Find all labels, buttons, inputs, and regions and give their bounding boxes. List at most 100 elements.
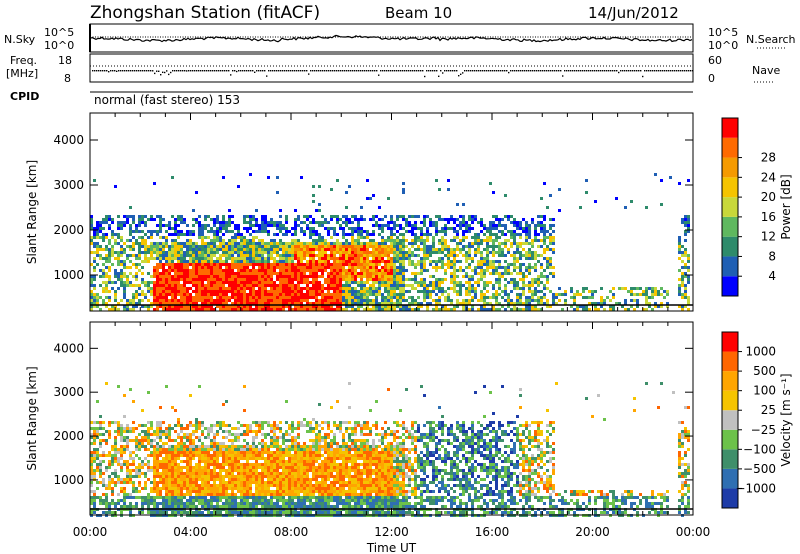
power-cell (111, 218, 114, 221)
power-cell (387, 308, 390, 311)
power-cell (549, 266, 552, 269)
power-cell (312, 233, 315, 236)
velocity-cell (105, 469, 108, 472)
power-cell (159, 263, 162, 266)
power-cell (426, 269, 429, 272)
power-cell (504, 194, 507, 197)
power-cell (378, 248, 381, 251)
power-cell (255, 275, 258, 278)
power-cell (234, 263, 237, 266)
power-cell (471, 215, 474, 218)
freq-point (614, 70, 616, 72)
power-cell (141, 278, 144, 281)
power-cell (447, 308, 450, 311)
power-cell (303, 287, 306, 290)
power-cell (510, 230, 513, 233)
power-cell (225, 269, 228, 272)
power-cell (447, 254, 450, 257)
power-cell (414, 275, 417, 278)
power-cell (522, 281, 525, 284)
power-cell (231, 287, 234, 290)
power-cell (198, 272, 201, 275)
freq-point (104, 70, 106, 72)
velocity-cell (180, 439, 183, 442)
power-cell (177, 248, 180, 251)
power-cell (300, 269, 303, 272)
power-cell (495, 299, 498, 302)
power-cell (432, 299, 435, 302)
power-cell (492, 284, 495, 287)
power-cell (219, 221, 222, 224)
power-cell (270, 251, 273, 254)
power-cell (378, 206, 381, 209)
power-cell (468, 263, 471, 266)
power-cell (354, 308, 357, 311)
station-title: Zhongshan Station (fitACF) (90, 3, 320, 23)
freq-point (658, 70, 660, 72)
velocity-cell (189, 448, 192, 451)
power-cell (261, 293, 264, 296)
power-cell (192, 284, 195, 287)
power-cell (186, 299, 189, 302)
power-cell (489, 281, 492, 284)
power-cell (399, 293, 402, 296)
power-cell (240, 263, 243, 266)
power-cell (555, 296, 558, 299)
power-cell (273, 257, 276, 260)
power-cell (117, 263, 120, 266)
power-cell (687, 275, 690, 278)
power-cell (357, 221, 360, 224)
power-cell (222, 287, 225, 290)
power-cell (201, 287, 204, 290)
power-cell (261, 263, 264, 266)
power-cell (420, 236, 423, 239)
power-cell (546, 230, 549, 233)
power-cell (372, 239, 375, 242)
power-cell (177, 218, 180, 221)
power-cell (687, 281, 690, 284)
power-cell (441, 308, 444, 311)
power-cell (243, 302, 246, 305)
power-cell (285, 275, 288, 278)
freq-point (546, 70, 548, 72)
power-cell (288, 305, 291, 308)
power-cell (180, 215, 183, 218)
power-cell (285, 221, 288, 224)
power-cell (108, 242, 111, 245)
velocity-cell (93, 427, 96, 430)
power-cell (249, 260, 252, 263)
power-cell (255, 281, 258, 284)
power-cell (468, 251, 471, 254)
freq-point (238, 70, 240, 72)
power-cell (255, 221, 258, 224)
power-cell (249, 269, 252, 272)
power-cell (381, 257, 384, 260)
freq-point (478, 70, 480, 72)
power-cell (393, 284, 396, 287)
power-cell (387, 221, 390, 224)
power-cell (243, 305, 246, 308)
power-cell (201, 242, 204, 245)
power-cell (357, 227, 360, 230)
power-cell (504, 233, 507, 236)
power-cell (585, 179, 588, 182)
velocity-cell (168, 484, 171, 487)
power-cell (318, 284, 321, 287)
power-cell (426, 302, 429, 305)
velocity-cell (186, 493, 189, 496)
power-cell (531, 278, 534, 281)
power-cell (195, 308, 198, 311)
power-cell (123, 266, 126, 269)
freq-point (414, 70, 416, 72)
power-cell (324, 308, 327, 311)
power-cell (309, 215, 312, 218)
power-cell (498, 254, 501, 257)
freq-point (638, 70, 640, 72)
power-cell (591, 290, 594, 293)
velocity-cell (177, 496, 180, 499)
velocity-cell (126, 466, 129, 469)
power-cell (228, 215, 231, 218)
power-cell (396, 260, 399, 263)
power-cell (624, 299, 627, 302)
power-cell (240, 275, 243, 278)
